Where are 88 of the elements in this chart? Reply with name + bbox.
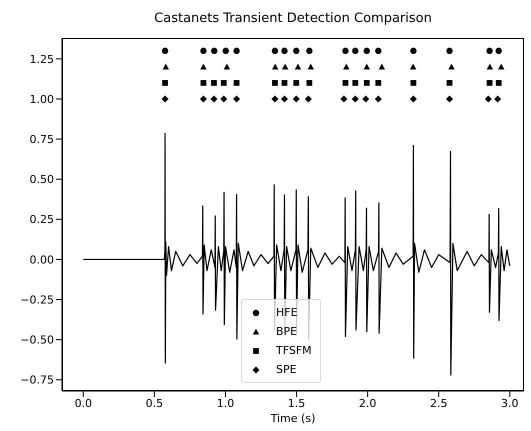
point [304,95,312,102]
point [162,48,168,54]
point [233,95,240,102]
point [294,64,302,70]
point [210,95,218,102]
point [410,80,416,86]
legend-label: BPE [276,325,298,338]
point [375,80,382,86]
point [378,64,386,70]
point [293,80,300,86]
y-tick-label: 1.25 [30,52,54,66]
point [362,95,370,102]
legend-label: SPE [276,363,297,376]
point [342,48,349,54]
point [292,95,300,102]
point [162,95,169,102]
point [495,48,502,54]
point [352,80,358,86]
point [308,64,314,70]
point [272,80,278,86]
point [281,48,288,54]
chart-title: Castanets Transient Detection Comparison [153,11,433,26]
x-tick-label: 2.5 [430,396,448,410]
x-axis-title: Time (s) [270,412,316,425]
point [220,95,228,102]
point [364,48,370,54]
point [200,95,207,102]
y-tick-label: −0.25 [20,293,54,306]
legend-label: TFSFM [276,344,312,357]
point [486,48,493,54]
point [280,95,288,102]
point [272,48,278,54]
point [364,80,370,86]
y-tick-label: 0.00 [30,253,54,266]
point [410,48,417,54]
point [446,48,453,54]
x-tick-label: 1.0 [216,396,234,410]
point [410,95,417,102]
x-tick-label: 1.5 [288,396,306,410]
point [234,80,240,86]
y-tick-label: −0.75 [20,374,54,387]
point [410,64,416,70]
point [200,64,207,70]
point [222,48,229,54]
point [352,48,358,54]
point [162,64,169,70]
point [271,95,278,102]
y-tick-label: 0.75 [30,132,54,146]
point [484,95,492,102]
point [375,48,382,54]
x-tick-label: 0.0 [74,396,92,410]
point [272,64,278,70]
point [220,80,227,86]
point [494,95,502,102]
y-tick-label: 0.25 [30,213,54,226]
point [342,80,348,86]
x-tick-label: 0.5 [146,396,164,410]
point [306,80,312,86]
point [211,48,218,54]
point [282,64,288,70]
point [340,95,348,102]
point [343,64,350,70]
x-tick-label: 2.0 [358,396,376,410]
line-series [82,132,510,376]
point [498,64,504,70]
point [293,48,300,54]
point [446,80,452,86]
point [211,80,217,86]
point [306,48,313,54]
point [486,64,494,70]
point [224,64,230,70]
y-tick-label: 0.50 [30,173,54,186]
point [282,80,288,86]
point [374,95,382,102]
point [446,95,454,102]
point [352,95,359,102]
point [233,48,240,54]
legend-label: HFE [276,306,298,319]
y-tick-label: 1.00 [30,92,54,106]
point [200,48,207,54]
point [200,80,206,86]
y-tick-label: −0.50 [20,334,54,347]
point [496,80,502,86]
point [364,64,370,70]
point [486,80,492,86]
point [162,80,168,86]
point [448,64,455,70]
x-tick-label: 3.0 [501,396,519,410]
